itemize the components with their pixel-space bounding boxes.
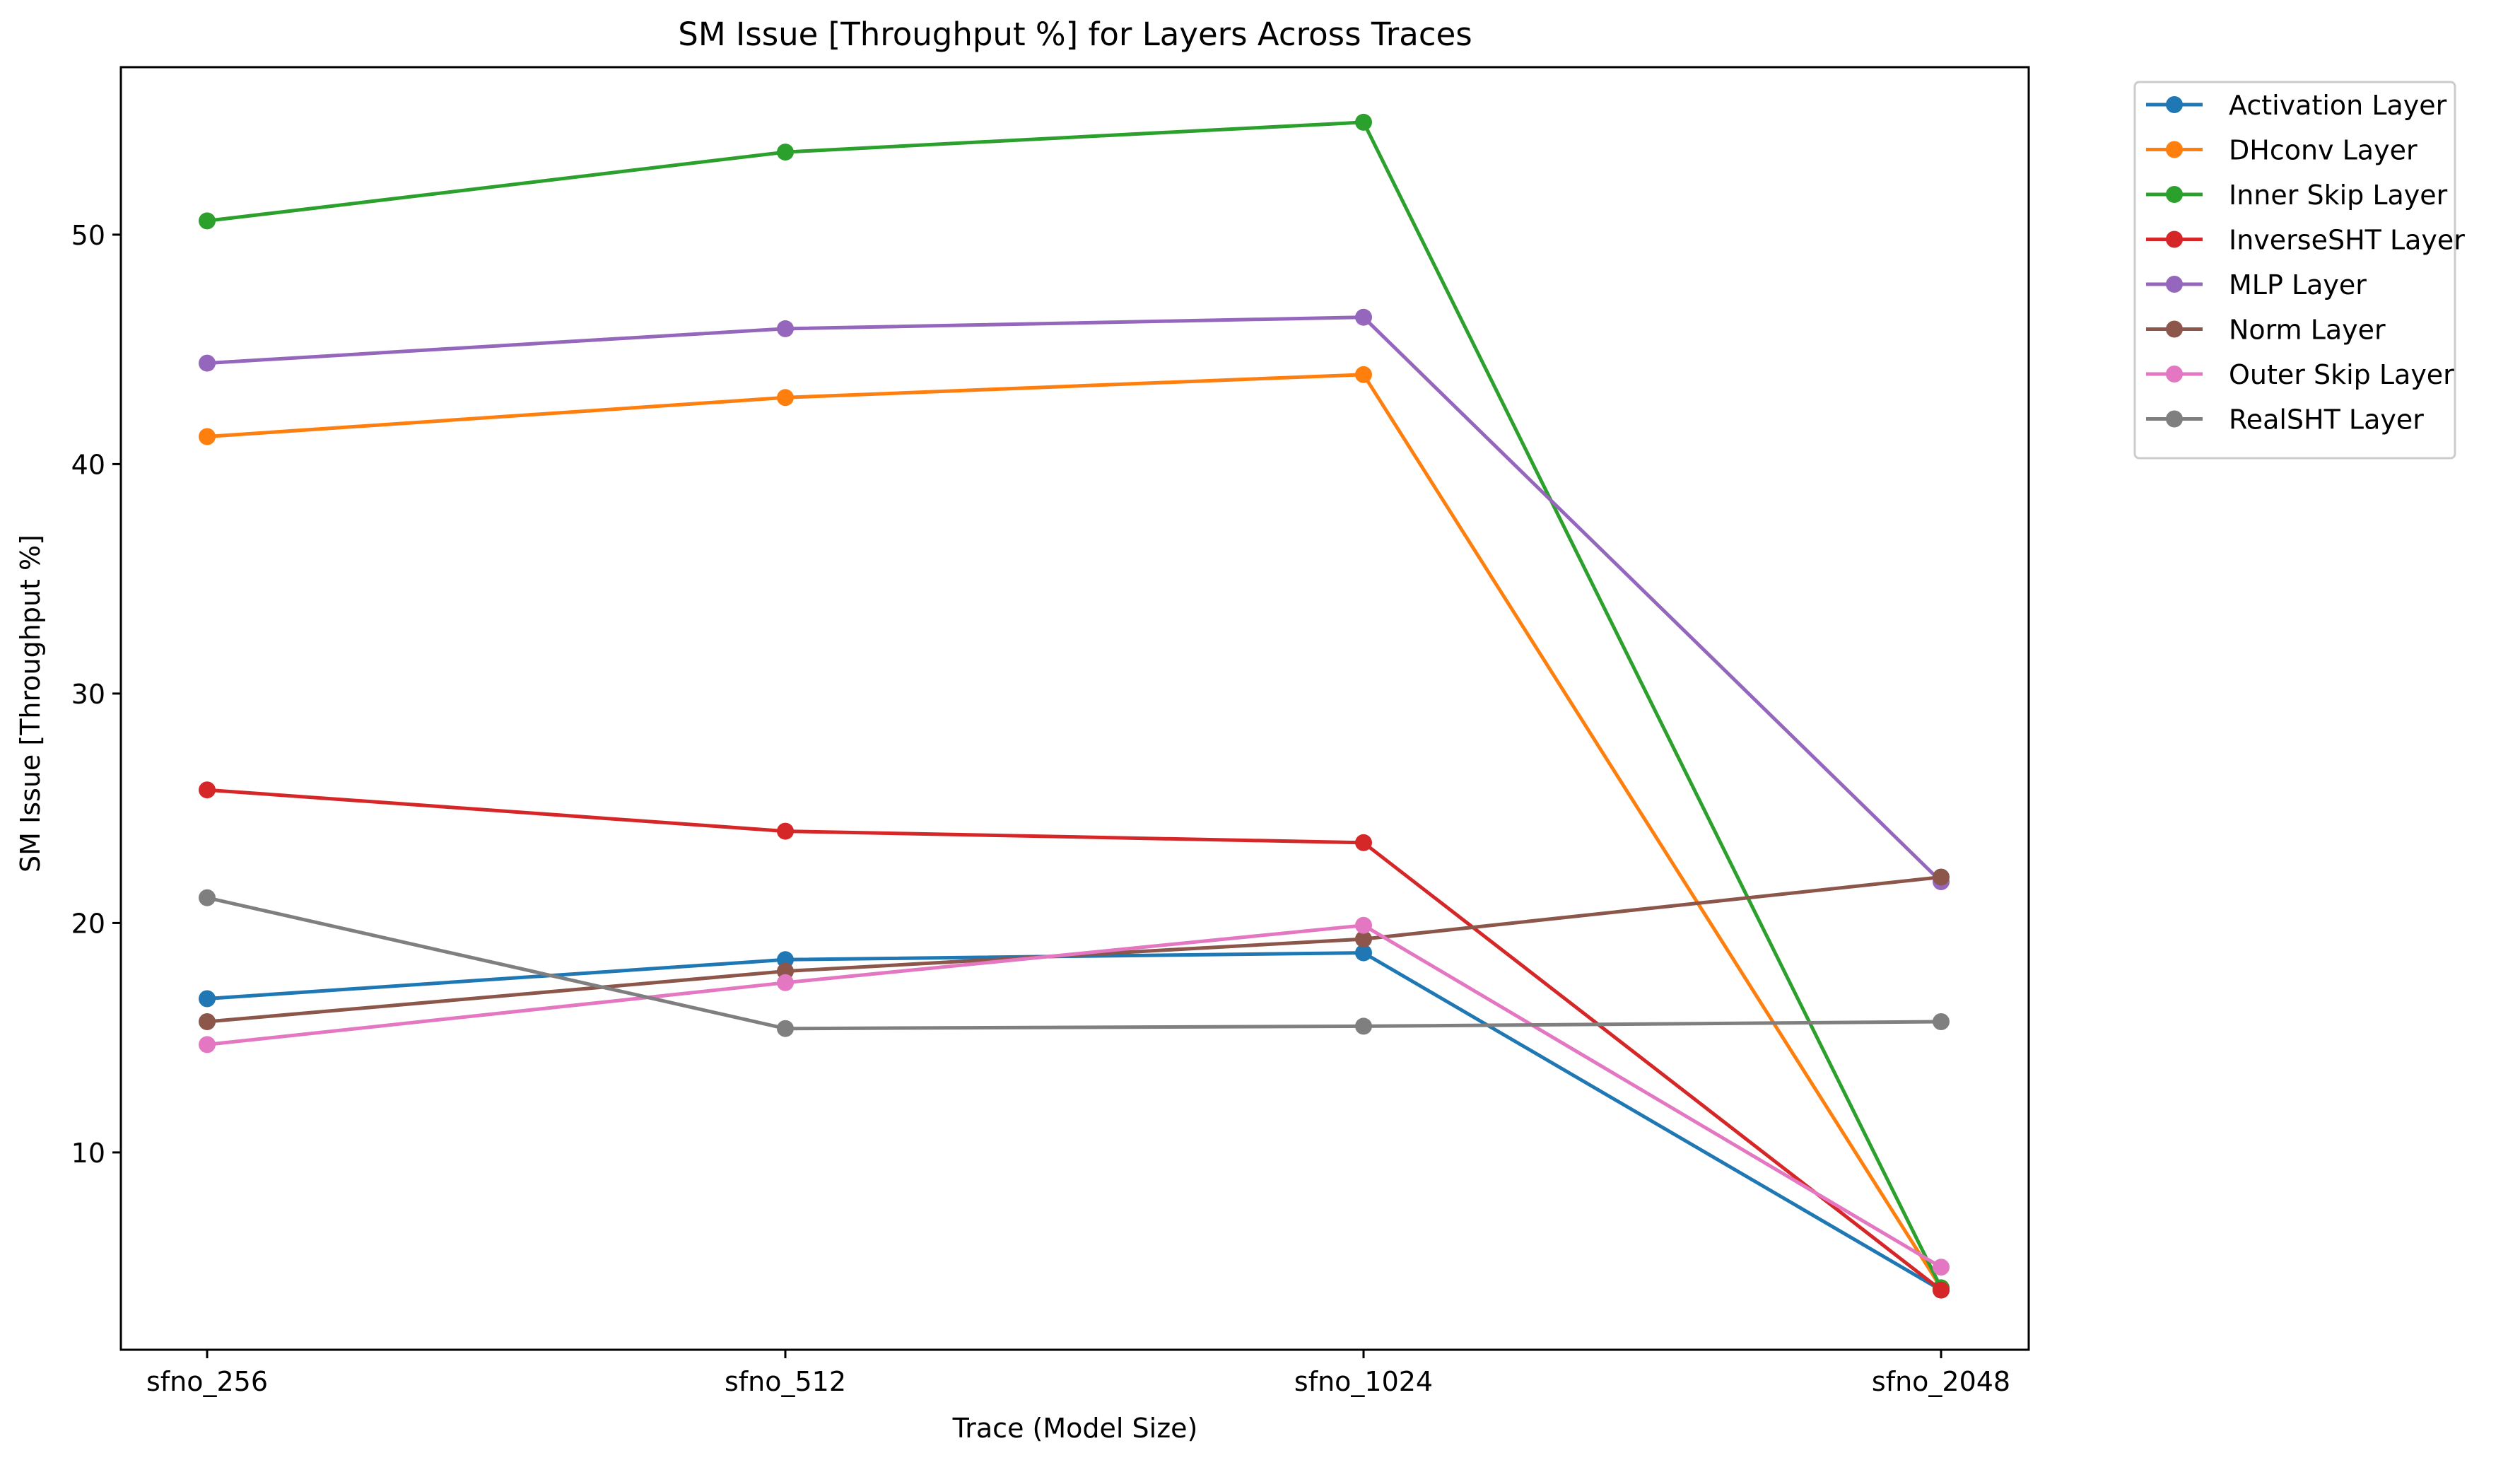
series-line (205, 373, 1943, 1290)
legend-swatch-marker (2166, 141, 2183, 158)
axes-frame (119, 66, 2030, 1351)
data-point (1933, 1281, 1950, 1299)
series-line (205, 315, 1943, 884)
legend-label: DHconv Layer (2229, 135, 2418, 166)
legend-item: Norm Layer (2146, 315, 2386, 346)
legend-label: Norm Layer (2229, 315, 2386, 346)
x-tick-label: sfno_512 (725, 1366, 846, 1397)
chart-title: SM Issue [Throughput %] for Layers Acros… (678, 16, 1472, 53)
legend-label: MLP Layer (2229, 269, 2367, 300)
legend-item: MLP Layer (2146, 269, 2367, 300)
data-point (1355, 366, 1372, 383)
legend-swatch-marker (2166, 276, 2183, 293)
data-point (199, 354, 216, 372)
series-8 (199, 889, 1950, 1037)
legend: Activation Layer DHconv Layer Inner Skip L… (2133, 81, 2465, 460)
x-axis-label: Trace (Model Size) (952, 1413, 1198, 1444)
data-point (199, 428, 216, 445)
data-point (1355, 916, 1372, 934)
legend-label: RealSHT Layer (2229, 404, 2424, 436)
legend-swatch-marker (2166, 366, 2183, 383)
data-point (1933, 1013, 1950, 1030)
series-4 (199, 781, 1950, 1299)
legend-swatch-marker (2166, 410, 2183, 428)
data-point (1355, 1017, 1372, 1035)
legend-item: DHconv Layer (2146, 135, 2418, 166)
series-line (205, 120, 1943, 1290)
data-point (777, 974, 794, 991)
legend-swatch-marker (2166, 320, 2183, 338)
legend-label: InverseSHT Layer (2229, 225, 2465, 256)
y-tick-label: 20 (71, 908, 105, 939)
legend-item: Outer Skip Layer (2146, 359, 2454, 390)
legend-item: Activation Layer (2146, 90, 2447, 121)
legend-label: Outer Skip Layer (2229, 359, 2454, 390)
y-tick-label: 30 (71, 679, 105, 710)
x-tick-label: sfno_256 (146, 1366, 268, 1397)
data-point (1355, 930, 1372, 948)
axes: 10 20 30 40 50 sfno_256 sfno_512 sfno_1024 sfno_… (71, 66, 2030, 1397)
y-axis-label: SM Issue [Throughput %] (15, 535, 46, 872)
data-point (199, 212, 216, 230)
data-point (777, 389, 794, 407)
y-tick-label: 10 (71, 1138, 105, 1169)
x-tick-label: sfno_2048 (1872, 1366, 2010, 1397)
data-point (199, 1013, 216, 1030)
data-point (1355, 944, 1372, 962)
data-point (1355, 308, 1372, 326)
data-point (1933, 868, 1950, 886)
data-point (777, 1020, 794, 1037)
y-tick-label: 50 (71, 220, 105, 251)
legend-box (2133, 81, 2456, 460)
legend-swatch-marker (2166, 230, 2183, 248)
legend-label: Activation Layer (2229, 90, 2447, 121)
x-tick-label: sfno_1024 (1294, 1366, 1433, 1397)
data-point (777, 822, 794, 840)
data-point (199, 781, 216, 799)
legend-item: RealSHT Layer (2146, 404, 2424, 436)
y-tick-label: 40 (71, 449, 105, 480)
data-point (1933, 1259, 1950, 1276)
series-line (205, 896, 1943, 1031)
legend-label: Inner Skip Layer (2229, 180, 2448, 211)
data-point (1355, 113, 1372, 131)
legend-item: Inner Skip Layer (2146, 180, 2448, 211)
data-point (777, 320, 794, 337)
plot-area (199, 113, 1950, 1299)
series-5 (199, 308, 1950, 890)
legend-item: InverseSHT Layer (2146, 225, 2465, 256)
series-7 (199, 916, 1950, 1276)
series-line (205, 788, 1943, 1292)
data-point (1355, 834, 1372, 851)
legend-swatch-marker (2166, 186, 2183, 203)
series-line (205, 923, 1943, 1269)
data-point (199, 1036, 216, 1053)
data-point (777, 144, 794, 161)
data-point (199, 889, 216, 906)
legend-swatch-marker (2166, 96, 2183, 113)
data-point (199, 990, 216, 1008)
